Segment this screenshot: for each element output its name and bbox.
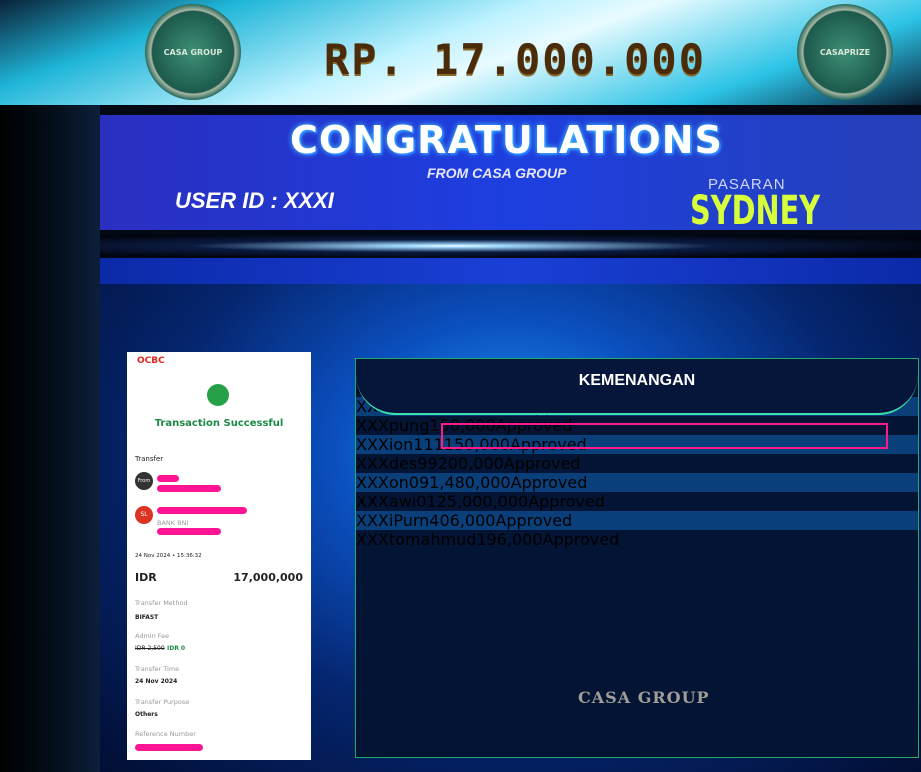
side-panel xyxy=(0,105,100,772)
table-row: XXXawi0125,000,000Approved xyxy=(356,492,918,511)
value: Others xyxy=(135,711,158,718)
table-cell: Approved xyxy=(542,530,620,549)
status: Transaction Successful xyxy=(154,418,284,429)
market: SYDNEY xyxy=(690,188,821,234)
watermark: CASA GROUP xyxy=(578,688,710,707)
table-row: XXXpung150,000Approved xyxy=(356,416,918,435)
table-cell: Approved xyxy=(495,511,573,530)
label: Transfer Purpose xyxy=(135,698,190,706)
logo-text: CASAPRIZE xyxy=(819,47,871,57)
logo-left: CASA GROUP xyxy=(145,4,241,100)
highlight xyxy=(441,423,888,449)
redaction xyxy=(135,744,203,751)
redaction xyxy=(157,475,179,482)
table-cell: 1,480,000 xyxy=(429,473,511,492)
redaction xyxy=(157,528,221,535)
table-title: KEMENANGAN xyxy=(356,359,918,415)
amount: 17,000,000 xyxy=(233,571,303,584)
value: IDR 2,500 xyxy=(135,645,165,652)
table-cell: Approved xyxy=(528,492,605,511)
banner-subtitle: FROM CASA GROUP xyxy=(427,165,567,181)
logo-text: CASA GROUP xyxy=(163,47,223,57)
table-cell: 200,000 xyxy=(437,454,504,473)
label: Transfer Time xyxy=(135,665,180,673)
table-cell: 150,000 xyxy=(429,416,496,435)
prize-amount: RP. 17.000.000 xyxy=(323,35,706,84)
logo-right: CASAPRIZE xyxy=(797,4,893,100)
banner-title: CONGRATULATIONS xyxy=(290,118,723,162)
datetime: 24 Nov 2024 • 15:36:32 xyxy=(135,553,202,559)
table-cell: XXXpung xyxy=(356,416,430,435)
table-cell: Approved xyxy=(495,416,573,435)
redaction xyxy=(157,507,247,514)
table-row: XXXdes99200,000Approved xyxy=(356,454,918,473)
table-cell: XXXtomahmud xyxy=(356,530,477,549)
user-id: USER ID : XXXI xyxy=(175,188,334,213)
table-cell: XXXawi012 xyxy=(356,492,447,511)
table-row: XXXtomahmud196,000Approved xyxy=(356,530,918,549)
label: Transfer Method xyxy=(135,599,188,607)
table-cell: Approved xyxy=(503,454,581,473)
table-row: XXXon091,480,000Approved xyxy=(356,473,918,492)
table-cell: 196,000 xyxy=(476,530,543,549)
table-cell: XXXon09 xyxy=(356,473,430,492)
label: Reference Number xyxy=(135,730,196,738)
to-icon: SL xyxy=(135,506,153,524)
strip xyxy=(100,258,921,284)
table-cell: XXXiPurn xyxy=(356,511,430,530)
table-cell: 150,000 xyxy=(443,435,510,454)
check-icon xyxy=(207,384,229,406)
to-bank: BANK BNI xyxy=(157,519,189,527)
table-row: XXXion111150,000Approved xyxy=(356,435,918,454)
market-label: PASARAN xyxy=(708,176,786,193)
table-cell: 5,000,000 xyxy=(446,492,529,511)
redaction xyxy=(157,485,221,492)
table-cell: XXXdes99 xyxy=(356,454,438,473)
currency: IDR xyxy=(135,571,157,584)
from-icon: From xyxy=(135,472,153,490)
flare xyxy=(100,235,921,257)
value: 24 Nov 2024 xyxy=(135,678,178,685)
banner xyxy=(100,115,921,230)
bank-logo: OCBC xyxy=(137,356,165,366)
value: BIFAST xyxy=(135,614,159,621)
table-cell: 406,000 xyxy=(429,511,496,530)
table-cell: Approved xyxy=(510,473,588,492)
table-row: XXXiPurn406,000Approved xyxy=(356,511,918,530)
table-cell: XXXion111 xyxy=(356,435,444,454)
receipt: OCBC Transaction Successful Transfer Fro… xyxy=(127,352,311,760)
value: IDR 0 xyxy=(167,645,186,652)
table-cell: Approved xyxy=(509,435,587,454)
label: Admin Fee xyxy=(135,632,170,640)
section-label: Transfer xyxy=(135,455,164,463)
